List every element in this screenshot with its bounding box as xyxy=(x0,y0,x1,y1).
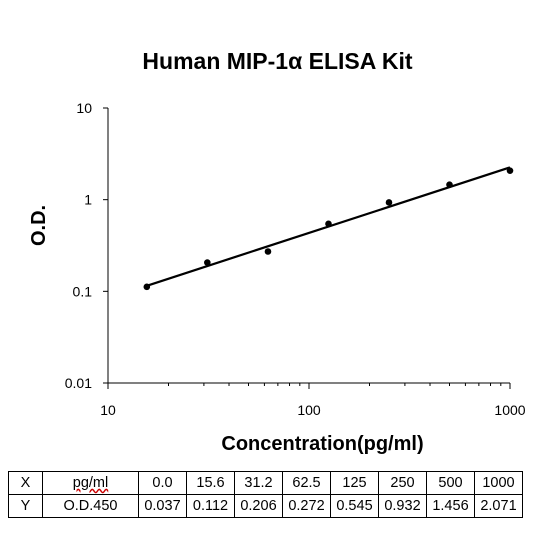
table-row-label: Y xyxy=(8,494,43,518)
y-axis-title: O.D. xyxy=(28,204,50,246)
table-cell: 250 xyxy=(378,471,427,495)
axes xyxy=(107,108,510,384)
y-tick-label: 0.01 xyxy=(65,375,92,391)
table-cell: 0.112 xyxy=(186,494,235,518)
table-cell: 0.0 xyxy=(138,471,187,495)
data-points xyxy=(143,167,514,291)
table-row: Y O.D.450 0.037 0.112 0.206 0.272 0.545 0.932 1.… xyxy=(8,494,523,518)
table-cell: 1000 xyxy=(474,471,523,495)
y-tick-label: 0.1 xyxy=(73,283,93,299)
table-unit-cell: O.D.450 xyxy=(42,494,139,518)
axis-ticks: 0.01 0.1 1 10 10 100 1000 xyxy=(65,100,526,418)
table-cell: 0.545 xyxy=(330,494,379,518)
chart-title: Human MIP-1α ELISA Kit xyxy=(142,48,413,74)
table-cell: 500 xyxy=(426,471,475,495)
chart-plot-area: 0.01 0.1 1 10 10 100 1000 xyxy=(65,100,526,418)
data-point xyxy=(385,199,393,206)
data-point xyxy=(143,283,151,291)
data-point xyxy=(264,248,272,255)
table-cell: 0.272 xyxy=(282,494,331,518)
data-point xyxy=(506,167,514,174)
table-cell: 1.456 xyxy=(426,494,475,518)
x-axis-title: Concentration(pg/ml) xyxy=(221,433,424,455)
table-unit-cell: pg/ml xyxy=(42,471,139,495)
data-point xyxy=(204,259,211,266)
table-row-label: X xyxy=(8,471,43,495)
data-point xyxy=(446,181,453,189)
data-point xyxy=(325,220,332,228)
table-cell: 62.5 xyxy=(282,471,331,495)
table-cell: 0.206 xyxy=(234,494,283,518)
table-cell: 125 xyxy=(330,471,379,495)
table-cell: 2.071 xyxy=(474,494,523,518)
table-cell: 0.932 xyxy=(378,494,427,518)
table-cell: 31.2 xyxy=(234,471,283,495)
table-cell: 15.6 xyxy=(186,471,235,495)
y-tick-label: 10 xyxy=(76,100,92,116)
x-tick-label: 10 xyxy=(100,402,116,418)
x-tick-label: 100 xyxy=(297,402,321,418)
table-cell: 0.037 xyxy=(138,494,187,518)
x-tick-label: 1000 xyxy=(494,402,525,418)
y-tick-label: 1 xyxy=(84,192,92,208)
